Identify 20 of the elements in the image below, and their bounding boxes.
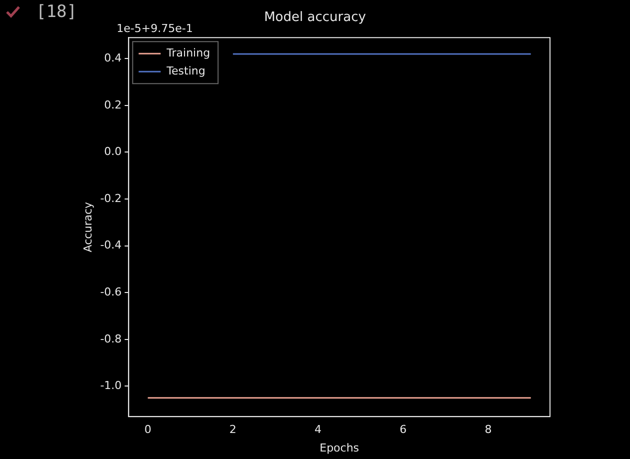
y-tick-label: -0.6 <box>100 285 122 298</box>
y-tick-label: 0.2 <box>104 98 122 112</box>
y-axis-title: Accuracy <box>81 202 94 252</box>
x-tick-label: 6 <box>400 423 407 436</box>
x-tick-label: 4 <box>314 423 322 436</box>
x-tick-label: 8 <box>484 423 492 436</box>
text: [18] <box>36 2 77 22</box>
chart-title: Model accuracy <box>264 10 366 26</box>
y-tick-label: -1.0 <box>100 379 122 392</box>
x-tick-label: 0 <box>144 423 152 436</box>
y-tick-label: -0.8 <box>100 332 122 346</box>
y-tick-label: 0.0 <box>104 145 122 158</box>
legend-label: Training <box>166 46 210 60</box>
y-tick-label: -0.2 <box>100 192 122 205</box>
legend-label: Testing <box>166 64 206 78</box>
y-tick-label: -0.4 <box>100 238 122 252</box>
text: 1e-5+9.75e-1 <box>116 22 193 35</box>
y-tick-label: 0.4 <box>104 52 122 65</box>
x-tick-label: 2 <box>229 423 236 436</box>
x-axis-title: Epochs <box>320 441 360 454</box>
